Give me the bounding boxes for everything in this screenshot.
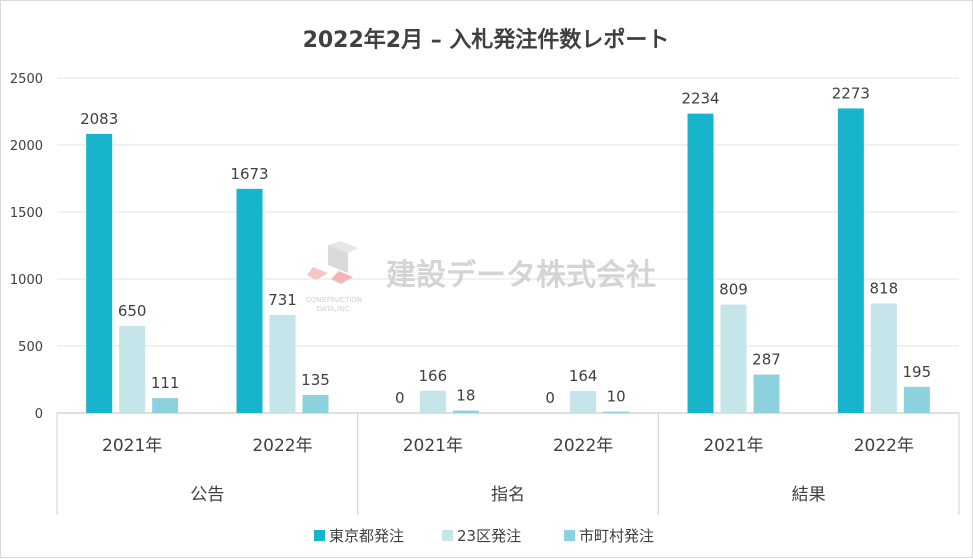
legend-label: 23区発注 xyxy=(457,527,521,545)
legend-swatch xyxy=(314,530,325,541)
sub-category-label: 2022年 xyxy=(553,436,613,456)
y-tick-label: 2000 xyxy=(10,139,43,154)
sub-category-label: 2021年 xyxy=(102,436,162,456)
y-tick-label: 2500 xyxy=(10,72,43,87)
data-label: 809 xyxy=(719,281,748,299)
bar xyxy=(302,394,329,413)
bar xyxy=(870,303,897,413)
data-labels: 2083 650 111 1673 731 135 0 166 18 0 164 10 2234 809 2… xyxy=(80,84,931,407)
bars xyxy=(86,108,930,414)
data-label: 111 xyxy=(151,374,180,392)
watermark: CONSTRUCTION DATA,INC. 建設データ株式会社 xyxy=(306,241,656,313)
data-label: 287 xyxy=(752,351,781,369)
data-label: 731 xyxy=(268,291,297,309)
data-label: 195 xyxy=(903,363,932,381)
bar xyxy=(119,325,146,413)
y-tick-label: 0 xyxy=(35,407,43,422)
data-label: 2234 xyxy=(681,90,719,108)
data-label: 10 xyxy=(607,388,626,406)
bar xyxy=(687,113,714,414)
legend: 東京都発注 23区発注 市町村発注 xyxy=(314,527,654,545)
watermark-logo-line2: DATA,INC. xyxy=(317,305,352,313)
data-label: 164 xyxy=(569,367,598,385)
bar xyxy=(753,374,780,413)
data-label: 166 xyxy=(419,367,448,385)
group-category-label: 公告 xyxy=(190,485,224,505)
data-label: 2083 xyxy=(80,110,118,128)
data-label: 18 xyxy=(456,387,475,405)
y-tick-label: 1500 xyxy=(10,206,43,221)
sub-category-label: 2022年 xyxy=(252,436,312,456)
watermark-logo: CONSTRUCTION DATA,INC. xyxy=(306,241,362,313)
watermark-company: 建設データ株式会社 xyxy=(386,258,656,293)
sub-category-label: 2021年 xyxy=(703,436,763,456)
gridlines xyxy=(57,77,959,414)
watermark-logo-line1: CONSTRUCTION xyxy=(306,296,362,304)
group-category-label: 指名 xyxy=(491,485,525,505)
legend-swatch xyxy=(564,530,575,541)
bar xyxy=(570,391,597,413)
legend-label: 市町村発注 xyxy=(579,527,654,545)
bar xyxy=(720,304,747,413)
legend-swatch xyxy=(442,530,453,541)
bar xyxy=(152,398,179,413)
bar xyxy=(419,390,446,413)
data-label: 650 xyxy=(118,302,147,320)
data-label: 135 xyxy=(301,371,330,389)
group-category-label: 結果 xyxy=(792,485,826,505)
data-label: 0 xyxy=(545,389,555,407)
data-label: 1673 xyxy=(230,165,268,183)
y-axis-tick-labels: 0 500 1000 1500 2000 2500 xyxy=(10,72,43,422)
y-tick-label: 1000 xyxy=(10,273,43,288)
data-label: 818 xyxy=(870,279,899,297)
y-tick-label: 500 xyxy=(18,340,43,355)
chart-title: 2022年2月 – 入札発注件数レポート xyxy=(303,27,670,53)
bar xyxy=(903,386,930,413)
bar xyxy=(837,108,864,413)
data-label: 0 xyxy=(395,389,405,407)
bar xyxy=(603,411,630,413)
bar xyxy=(452,410,479,413)
bar xyxy=(236,188,263,413)
sub-category-label: 2021年 xyxy=(403,436,463,456)
legend-label: 東京都発注 xyxy=(329,527,404,545)
data-label: 2273 xyxy=(832,84,870,102)
sub-category-label: 2022年 xyxy=(854,436,914,456)
bar xyxy=(269,315,296,413)
bar xyxy=(86,133,113,414)
